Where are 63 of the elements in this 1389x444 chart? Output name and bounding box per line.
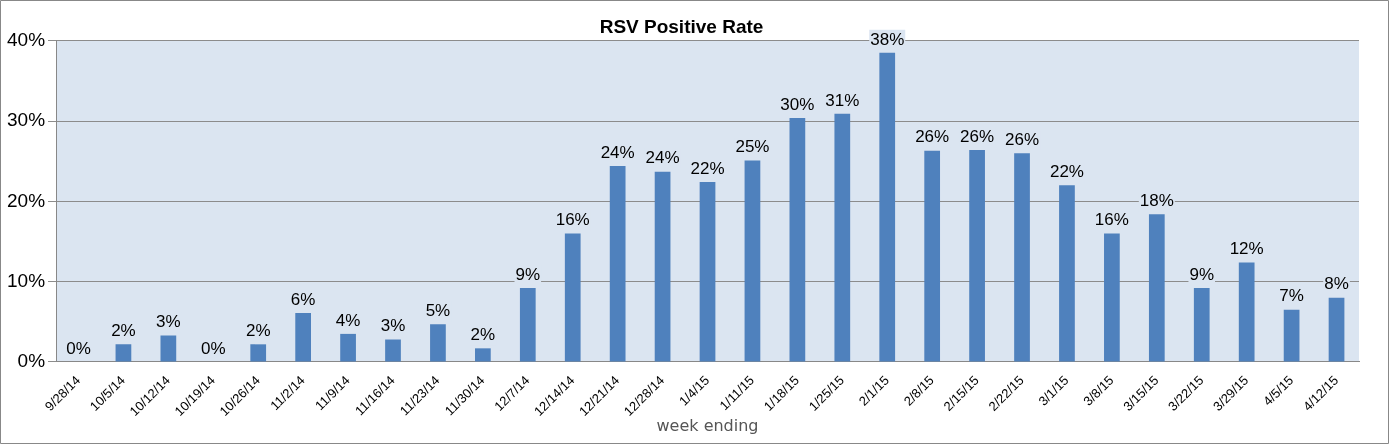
data-label: 16% (555, 210, 590, 230)
bar (834, 113, 851, 362)
bar (879, 52, 896, 362)
bar (115, 344, 132, 362)
data-label: 38% (870, 29, 905, 49)
data-label: 25% (735, 137, 770, 157)
bar (1193, 288, 1210, 362)
data-label: 26% (1005, 129, 1040, 149)
bar (1148, 214, 1165, 362)
bar (1283, 309, 1300, 362)
bar (744, 160, 761, 362)
data-label: 2% (245, 321, 271, 341)
y-tick-label: 30% (7, 109, 46, 131)
bar (564, 233, 581, 362)
bar (430, 324, 446, 362)
bar (1059, 185, 1075, 362)
bar (160, 335, 177, 362)
bar (475, 348, 491, 362)
bar (295, 313, 312, 362)
data-label: 30% (780, 94, 815, 114)
bar (969, 150, 985, 362)
data-label: 2% (470, 325, 496, 345)
data-label: 16% (1094, 210, 1129, 230)
data-label: 8% (1324, 274, 1349, 294)
bar (1104, 233, 1120, 362)
bar (340, 333, 356, 362)
y-tick-label: 0% (17, 350, 46, 372)
bar (789, 117, 806, 362)
data-label: 2% (111, 321, 136, 341)
data-label: 6% (290, 289, 316, 309)
data-label: 3% (380, 316, 406, 336)
y-tick-label: 40% (7, 29, 46, 51)
bar (385, 339, 401, 362)
bar (1014, 153, 1030, 362)
data-label: 3% (156, 312, 181, 332)
bar (654, 171, 671, 362)
data-label: 5% (425, 300, 451, 320)
bar (924, 150, 941, 362)
data-label: 7% (1279, 286, 1304, 306)
bar (250, 344, 267, 362)
data-label: 4% (335, 310, 361, 330)
data-label: 0% (66, 338, 91, 358)
data-label: 22% (690, 158, 725, 178)
data-label: 26% (915, 127, 950, 147)
y-tick-label: 10% (7, 269, 46, 291)
bar (1328, 297, 1345, 362)
data-label: 24% (645, 148, 680, 168)
bar (699, 182, 716, 362)
bar (519, 288, 536, 362)
data-label: 18% (1139, 190, 1174, 210)
data-label: 26% (960, 126, 995, 146)
data-label: 31% (825, 90, 860, 110)
chart-title: RSV Positive Rate (599, 15, 764, 37)
y-tick-label: 20% (7, 189, 46, 211)
x-axis-title: week ending (656, 415, 759, 435)
data-label: 0% (200, 338, 226, 358)
data-label: 24% (600, 142, 635, 162)
data-label: 12% (1229, 239, 1264, 259)
data-label: 22% (1049, 162, 1084, 182)
bar (1238, 262, 1255, 362)
data-label: 9% (1189, 264, 1215, 284)
data-label: 9% (515, 264, 541, 284)
bar (609, 166, 626, 362)
